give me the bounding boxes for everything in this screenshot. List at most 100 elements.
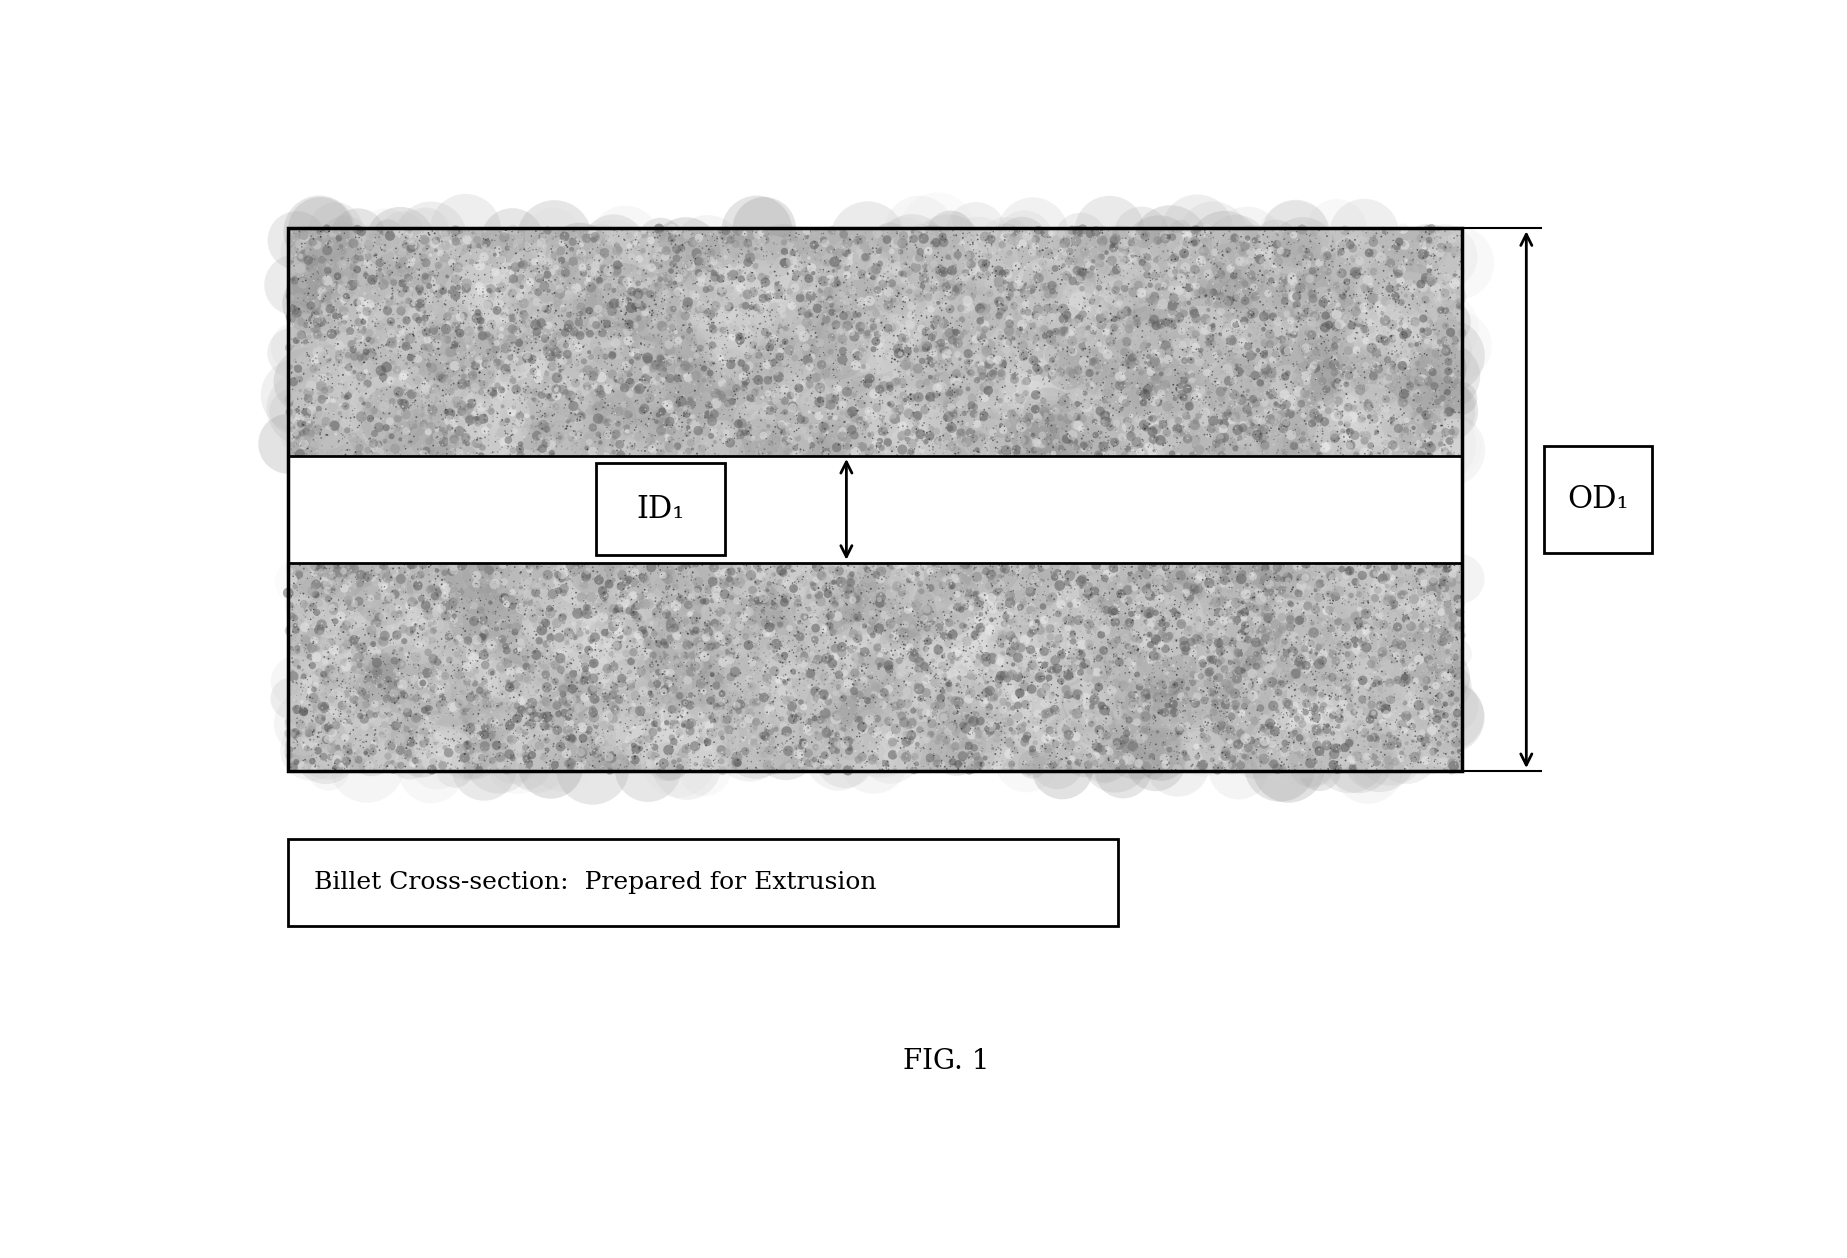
Point	[1073, 235, 1103, 255]
Point	[746, 674, 776, 694]
Point	[425, 366, 454, 386]
Point	[646, 257, 676, 277]
Point	[489, 343, 519, 364]
Point	[1337, 435, 1367, 455]
Point	[674, 439, 704, 459]
Point	[940, 582, 970, 603]
Point	[1066, 421, 1095, 442]
Point	[1306, 754, 1335, 774]
Point	[802, 674, 831, 694]
Point	[392, 382, 421, 403]
Point	[713, 629, 742, 649]
Point	[626, 642, 656, 662]
Point	[1156, 648, 1186, 668]
Point	[1382, 567, 1411, 587]
Point	[658, 281, 687, 301]
Point	[1319, 296, 1348, 316]
Point	[914, 312, 944, 332]
Point	[1186, 566, 1215, 586]
Point	[327, 697, 356, 717]
Point	[624, 630, 654, 650]
Point	[528, 699, 558, 720]
Point	[1125, 424, 1154, 444]
Point	[730, 224, 759, 244]
Point	[593, 642, 622, 662]
Point	[342, 569, 371, 589]
Point	[1051, 681, 1080, 701]
Point	[613, 400, 643, 420]
Point	[1406, 385, 1435, 405]
Point	[789, 692, 818, 712]
Point	[277, 625, 307, 645]
Point	[1160, 278, 1189, 298]
Point	[569, 669, 598, 689]
Point	[680, 657, 709, 677]
Point	[1199, 649, 1228, 669]
Point	[894, 665, 924, 686]
Point	[802, 328, 831, 348]
Point	[924, 371, 953, 391]
Point	[1027, 637, 1056, 657]
Point	[870, 605, 899, 625]
Point	[1415, 621, 1444, 642]
Point	[735, 694, 765, 715]
Point	[1210, 593, 1239, 613]
Point	[1047, 749, 1077, 769]
Point	[1014, 606, 1044, 626]
Point	[530, 677, 560, 697]
Point	[1404, 696, 1433, 716]
Point	[421, 286, 451, 306]
Point	[393, 640, 423, 660]
Point	[1365, 699, 1394, 720]
Point	[1284, 303, 1313, 323]
Point	[1424, 220, 1454, 240]
Point	[709, 701, 739, 721]
Point	[379, 562, 408, 582]
Point	[728, 727, 757, 747]
Point	[1382, 350, 1411, 370]
Point	[1370, 664, 1400, 684]
Point	[1335, 633, 1365, 653]
Point	[377, 590, 406, 610]
Point	[1108, 390, 1138, 410]
Point	[1443, 689, 1472, 710]
Point	[752, 322, 781, 342]
Point	[597, 382, 626, 403]
Point	[1007, 410, 1036, 430]
Point	[899, 435, 929, 455]
Point	[362, 353, 392, 374]
Point	[1341, 603, 1370, 623]
Point	[1330, 595, 1359, 615]
Point	[1038, 277, 1068, 297]
Point	[929, 226, 959, 247]
Point	[1071, 320, 1101, 340]
Point	[659, 637, 689, 657]
Point	[1437, 229, 1467, 249]
Point	[1394, 311, 1424, 331]
Point	[1049, 660, 1079, 681]
Point	[621, 671, 650, 691]
Point	[1359, 401, 1389, 421]
Point	[419, 313, 449, 333]
Point	[1138, 655, 1167, 676]
Point	[850, 359, 879, 379]
Point	[1020, 234, 1049, 254]
Point	[277, 613, 307, 633]
Point	[1420, 754, 1450, 774]
Point	[1031, 298, 1060, 318]
Point	[861, 406, 890, 426]
Point	[794, 642, 824, 662]
Point	[693, 234, 722, 254]
Point	[539, 321, 569, 341]
Point	[1008, 408, 1038, 428]
Point	[406, 687, 436, 707]
Point	[796, 434, 826, 454]
Point	[916, 562, 946, 582]
Point	[1267, 318, 1297, 338]
Point	[1273, 299, 1302, 320]
Point	[772, 374, 802, 394]
Point	[325, 238, 355, 258]
Point	[1095, 416, 1125, 437]
Point	[728, 332, 757, 352]
Point	[1127, 395, 1156, 415]
